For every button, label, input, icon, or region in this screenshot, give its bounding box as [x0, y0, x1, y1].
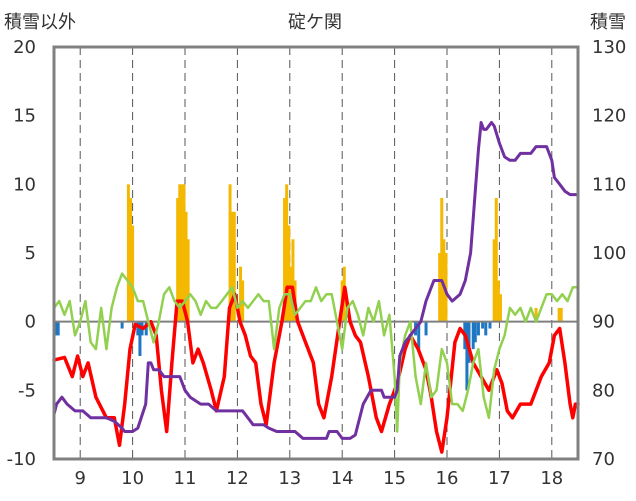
- bar: [291, 239, 295, 322]
- bar: [182, 184, 186, 322]
- bar: [178, 184, 182, 322]
- bar: [136, 321, 140, 336]
- bar: [126, 184, 130, 322]
- bar: [56, 321, 60, 336]
- bar: [138, 321, 142, 356]
- bar: [534, 307, 538, 322]
- bar: [484, 321, 488, 336]
- bar: [481, 321, 485, 329]
- y-tick-label-right: 70: [592, 449, 615, 470]
- y-tick-label-right: 120: [592, 106, 626, 127]
- bar: [417, 321, 421, 350]
- x-tick-label: 9: [74, 468, 85, 489]
- bar: [492, 239, 496, 322]
- bar: [283, 198, 287, 322]
- left-axis-label: 積雪以外: [4, 12, 76, 33]
- bar: [120, 321, 124, 329]
- y-tick-label-right: 80: [592, 380, 615, 401]
- bar: [230, 211, 234, 322]
- bar: [180, 184, 184, 322]
- bar: [557, 307, 561, 322]
- bar: [465, 321, 469, 391]
- bar: [471, 321, 475, 350]
- y-tick-label-left: 10: [13, 174, 36, 195]
- bar: [488, 321, 492, 329]
- y-tick-label-left: 5: [25, 243, 36, 264]
- chart-title: 碇ケ関: [288, 12, 342, 33]
- bar: [287, 225, 291, 322]
- series-line: [52, 285, 580, 454]
- y-tick-label-right: 130: [592, 37, 626, 58]
- y-tick-label-left: 15: [13, 106, 36, 127]
- y-tick-label-left: -5: [18, 380, 36, 401]
- bar: [228, 184, 232, 322]
- x-tick-label: 12: [226, 468, 249, 489]
- x-tick-label: 11: [174, 468, 197, 489]
- bar: [232, 211, 236, 322]
- bar: [239, 266, 243, 322]
- series-line: [52, 121, 580, 440]
- y-tick-label-right: 110: [592, 174, 626, 195]
- x-tick-label: 14: [331, 468, 354, 489]
- bar: [129, 198, 133, 322]
- x-tick-label: 15: [383, 468, 406, 489]
- bar: [176, 198, 180, 322]
- y-tick-label-right: 100: [592, 243, 626, 264]
- x-tick-label: 13: [278, 468, 301, 489]
- bar: [424, 321, 428, 336]
- plot-frame: [52, 45, 580, 461]
- bar: [498, 294, 502, 322]
- bar: [559, 307, 563, 322]
- right-axis-label: 積雪: [590, 12, 626, 33]
- x-tick-label: 18: [540, 468, 563, 489]
- bar: [496, 280, 500, 322]
- y-tick-label-right: 90: [592, 312, 615, 333]
- bar: [476, 321, 480, 336]
- bar: [442, 239, 446, 322]
- bar: [184, 211, 188, 322]
- bar: [440, 198, 444, 322]
- bar: [438, 253, 442, 322]
- bar: [473, 321, 477, 343]
- bar: [54, 321, 58, 336]
- bar: [144, 321, 148, 336]
- y-tick-label-left: 0: [25, 312, 36, 333]
- y-tick-label-left: 20: [13, 37, 36, 58]
- bar: [494, 198, 498, 322]
- bar: [285, 184, 289, 322]
- x-tick-label: 10: [121, 468, 144, 489]
- bar: [131, 225, 135, 322]
- x-tick-label: 17: [488, 468, 511, 489]
- y-tick-label-left: -10: [7, 449, 36, 470]
- x-tick-label: 16: [436, 468, 459, 489]
- bar: [186, 239, 190, 322]
- series-line: [52, 272, 580, 433]
